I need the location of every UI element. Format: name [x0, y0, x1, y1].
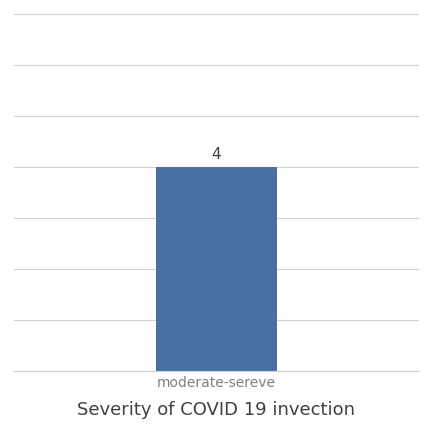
- Text: 4: 4: [212, 147, 221, 162]
- X-axis label: Severity of COVID 19 invection: Severity of COVID 19 invection: [78, 401, 355, 419]
- Bar: [156, 167, 277, 371]
